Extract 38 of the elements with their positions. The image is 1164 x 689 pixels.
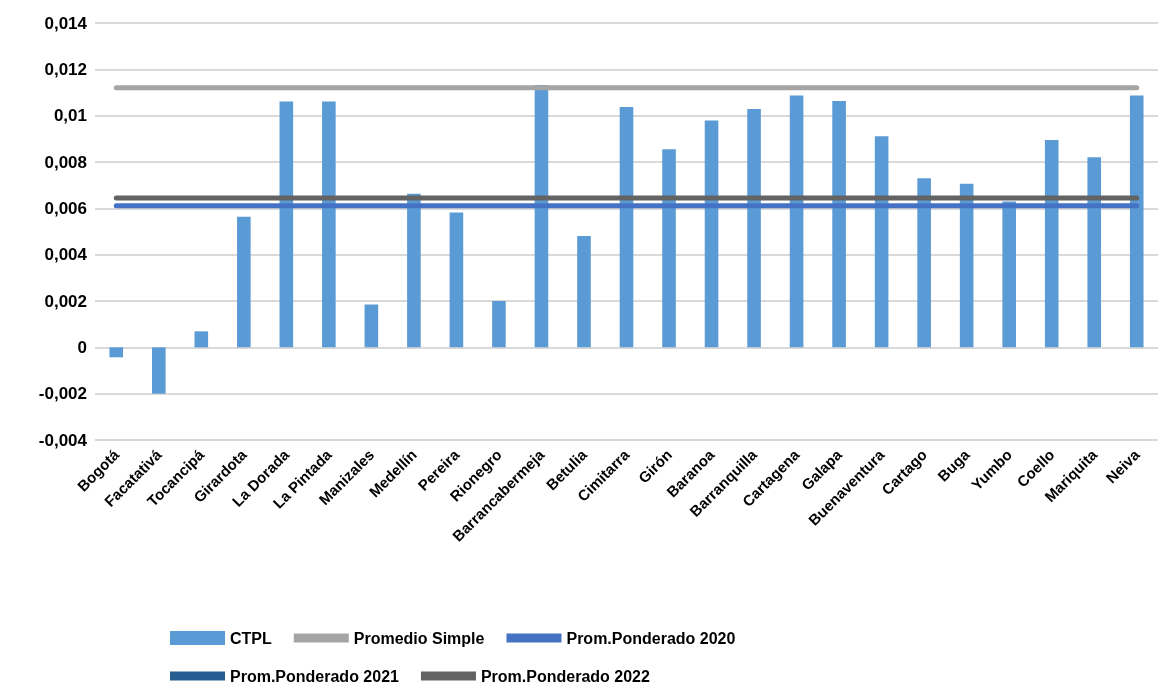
bar: [1129, 95, 1144, 348]
bar: [322, 101, 336, 348]
bar: [1044, 139, 1059, 348]
legend-label: Prom.Ponderado 2020: [566, 629, 736, 647]
bar: [279, 101, 294, 348]
legend-label: Prom.Ponderado 2022: [480, 667, 650, 685]
y-tick-label: 0: [77, 337, 87, 357]
bar: [1087, 157, 1102, 348]
y-tick-label: 0,014: [44, 13, 88, 33]
bar: [449, 212, 464, 348]
bar: [874, 136, 889, 348]
legend-label: CTPL: [230, 629, 272, 647]
bar: [789, 95, 804, 348]
bar: [194, 331, 209, 348]
y-tick-label: 0,008: [44, 152, 87, 172]
bar: [364, 304, 379, 348]
y-tick-label: 0,004: [44, 245, 88, 265]
legend-label: Prom.Ponderado 2021: [230, 667, 400, 685]
bar: [917, 178, 931, 348]
y-tick-label: 0,002: [44, 291, 87, 311]
bar: [619, 107, 634, 348]
y-tick-label: 0,012: [44, 59, 87, 79]
y-tick-label: 0,01: [53, 106, 87, 126]
bar: [492, 301, 506, 348]
y-tick-label: 0,006: [44, 198, 87, 218]
bar: [151, 347, 166, 394]
bar: [109, 347, 124, 358]
bar: [237, 216, 251, 348]
bar: [704, 120, 719, 348]
legend-label: Promedio Simple: [353, 629, 485, 647]
y-tick-label: -0,004: [38, 430, 88, 450]
bar: [832, 101, 846, 348]
y-tick-label: -0,002: [38, 384, 87, 404]
bar: [577, 235, 591, 348]
bar: [1002, 201, 1016, 348]
bar: [662, 149, 676, 348]
bar: [407, 193, 421, 348]
bar: [747, 108, 761, 348]
